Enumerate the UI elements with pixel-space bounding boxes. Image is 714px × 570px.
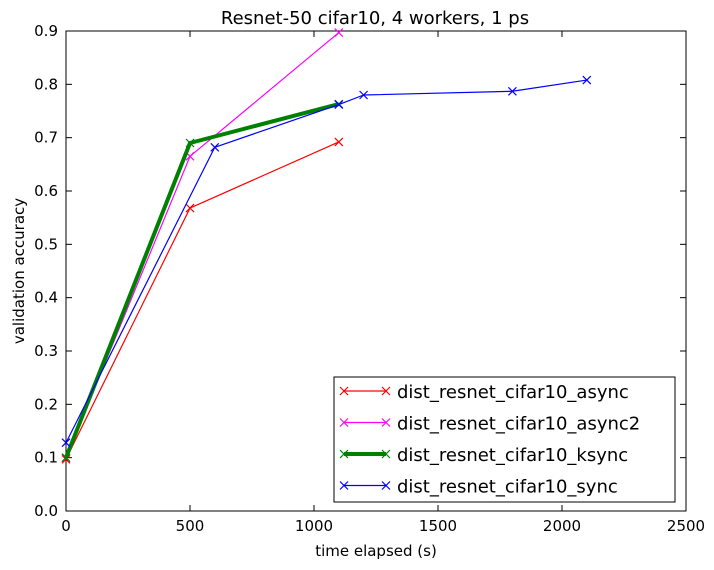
data-point bbox=[61, 438, 71, 448]
data-point bbox=[210, 142, 220, 152]
data-point bbox=[582, 75, 592, 85]
x-axis-title: time elapsed (s) bbox=[315, 542, 437, 560]
data-point bbox=[381, 418, 391, 427]
data-point bbox=[359, 90, 369, 100]
x-tick-label: 2000 bbox=[543, 517, 581, 535]
data-point bbox=[61, 454, 71, 464]
data-point bbox=[381, 386, 391, 396]
x-tick-label: 1000 bbox=[295, 517, 333, 535]
legend-item: dist_resnet_cifar10_ksync bbox=[339, 445, 628, 466]
data-point bbox=[339, 481, 349, 490]
data-point bbox=[339, 386, 349, 396]
x-tick-label: 0 bbox=[61, 517, 71, 535]
data-point bbox=[334, 100, 344, 110]
legend-item: dist_resnet_cifar10_sync bbox=[339, 477, 618, 498]
series-0 bbox=[61, 137, 344, 464]
legend: dist_resnet_cifar10_async dist_resnet_cif… bbox=[333, 376, 676, 503]
y-tick-label: 0.9 bbox=[34, 22, 58, 40]
data-point bbox=[334, 137, 344, 147]
axis-ticks: 0 500 1000 1500 2000 2500 0.0 0.1 0.2 0.3 0.4 0.5 0.… bbox=[34, 22, 705, 535]
legend-label: dist_resnet_cifar10_async bbox=[397, 382, 629, 403]
series-layer bbox=[61, 28, 592, 464]
y-tick-label: 0.3 bbox=[34, 342, 58, 360]
x-tick-label: 2500 bbox=[667, 517, 705, 535]
y-tick-label: 0.1 bbox=[34, 449, 58, 467]
y-tick-label: 0.5 bbox=[34, 235, 58, 253]
legend-item: dist_resnet_cifar10_async bbox=[339, 382, 629, 403]
data-point bbox=[185, 138, 195, 148]
y-tick-label: 0.4 bbox=[34, 289, 58, 307]
data-point bbox=[507, 86, 517, 96]
y-axis-title: validation accuracy bbox=[10, 198, 28, 344]
legend-label: dist_resnet_cifar10_sync bbox=[397, 477, 618, 498]
y-tick-label: 0.6 bbox=[34, 182, 58, 200]
series-line bbox=[65, 79, 587, 444]
data-point bbox=[339, 418, 349, 427]
legend-item: dist_resnet_cifar10_async2 bbox=[339, 414, 640, 435]
legend-box bbox=[333, 376, 676, 503]
data-point bbox=[339, 449, 349, 459]
data-point bbox=[334, 28, 344, 38]
legend-label: dist_resnet_cifar10_async2 bbox=[397, 414, 640, 435]
x-tick-label: 1500 bbox=[419, 517, 457, 535]
x-tick-label: 500 bbox=[176, 517, 205, 535]
legend-label: dist_resnet_cifar10_ksync bbox=[397, 445, 628, 466]
data-point bbox=[61, 453, 71, 463]
y-tick-label: 0.2 bbox=[34, 395, 58, 413]
y-tick-label: 0.8 bbox=[34, 75, 58, 93]
data-point bbox=[381, 449, 391, 459]
y-tick-label: 0.7 bbox=[34, 129, 58, 147]
chart-title: Resnet-50 cifar10, 4 workers, 1 ps bbox=[221, 8, 529, 29]
data-point bbox=[381, 481, 391, 490]
y-tick-label: 0.0 bbox=[34, 502, 58, 520]
series-3 bbox=[61, 75, 592, 448]
data-point bbox=[185, 203, 195, 213]
